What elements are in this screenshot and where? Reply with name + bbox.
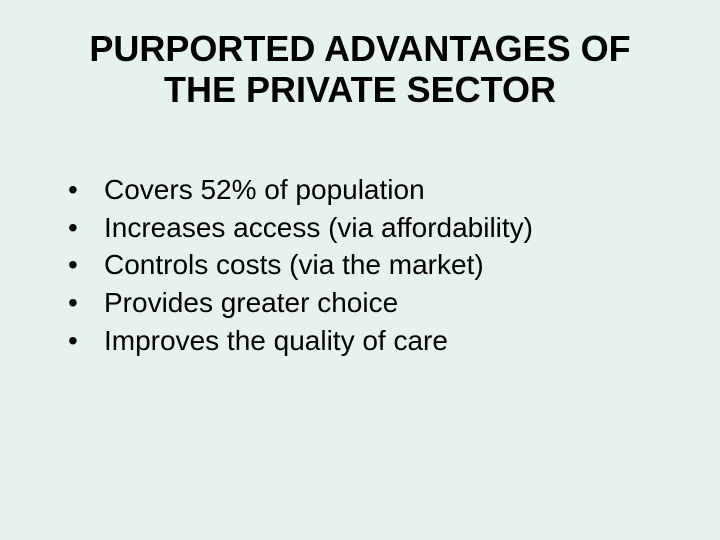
bullet-list: Covers 52% of population Increases acces… (40, 171, 680, 360)
title-line-2: THE PRIVATE SECTOR (164, 69, 556, 110)
list-item: Increases access (via affordability) (68, 209, 680, 247)
bullet-text: Increases access (via affordability) (104, 212, 533, 243)
list-item: Provides greater choice (68, 284, 680, 322)
list-item: Controls costs (via the market) (68, 246, 680, 284)
bullet-text: Controls costs (via the market) (104, 249, 484, 280)
bullet-text: Provides greater choice (104, 287, 398, 318)
list-item: Improves the quality of care (68, 322, 680, 360)
slide-title: PURPORTED ADVANTAGES OF THE PRIVATE SECT… (40, 28, 680, 111)
slide: PURPORTED ADVANTAGES OF THE PRIVATE SECT… (0, 0, 720, 540)
bullet-text: Improves the quality of care (104, 325, 448, 356)
bullet-text: Covers 52% of population (104, 174, 425, 205)
list-item: Covers 52% of population (68, 171, 680, 209)
title-line-1: PURPORTED ADVANTAGES OF (89, 28, 630, 69)
